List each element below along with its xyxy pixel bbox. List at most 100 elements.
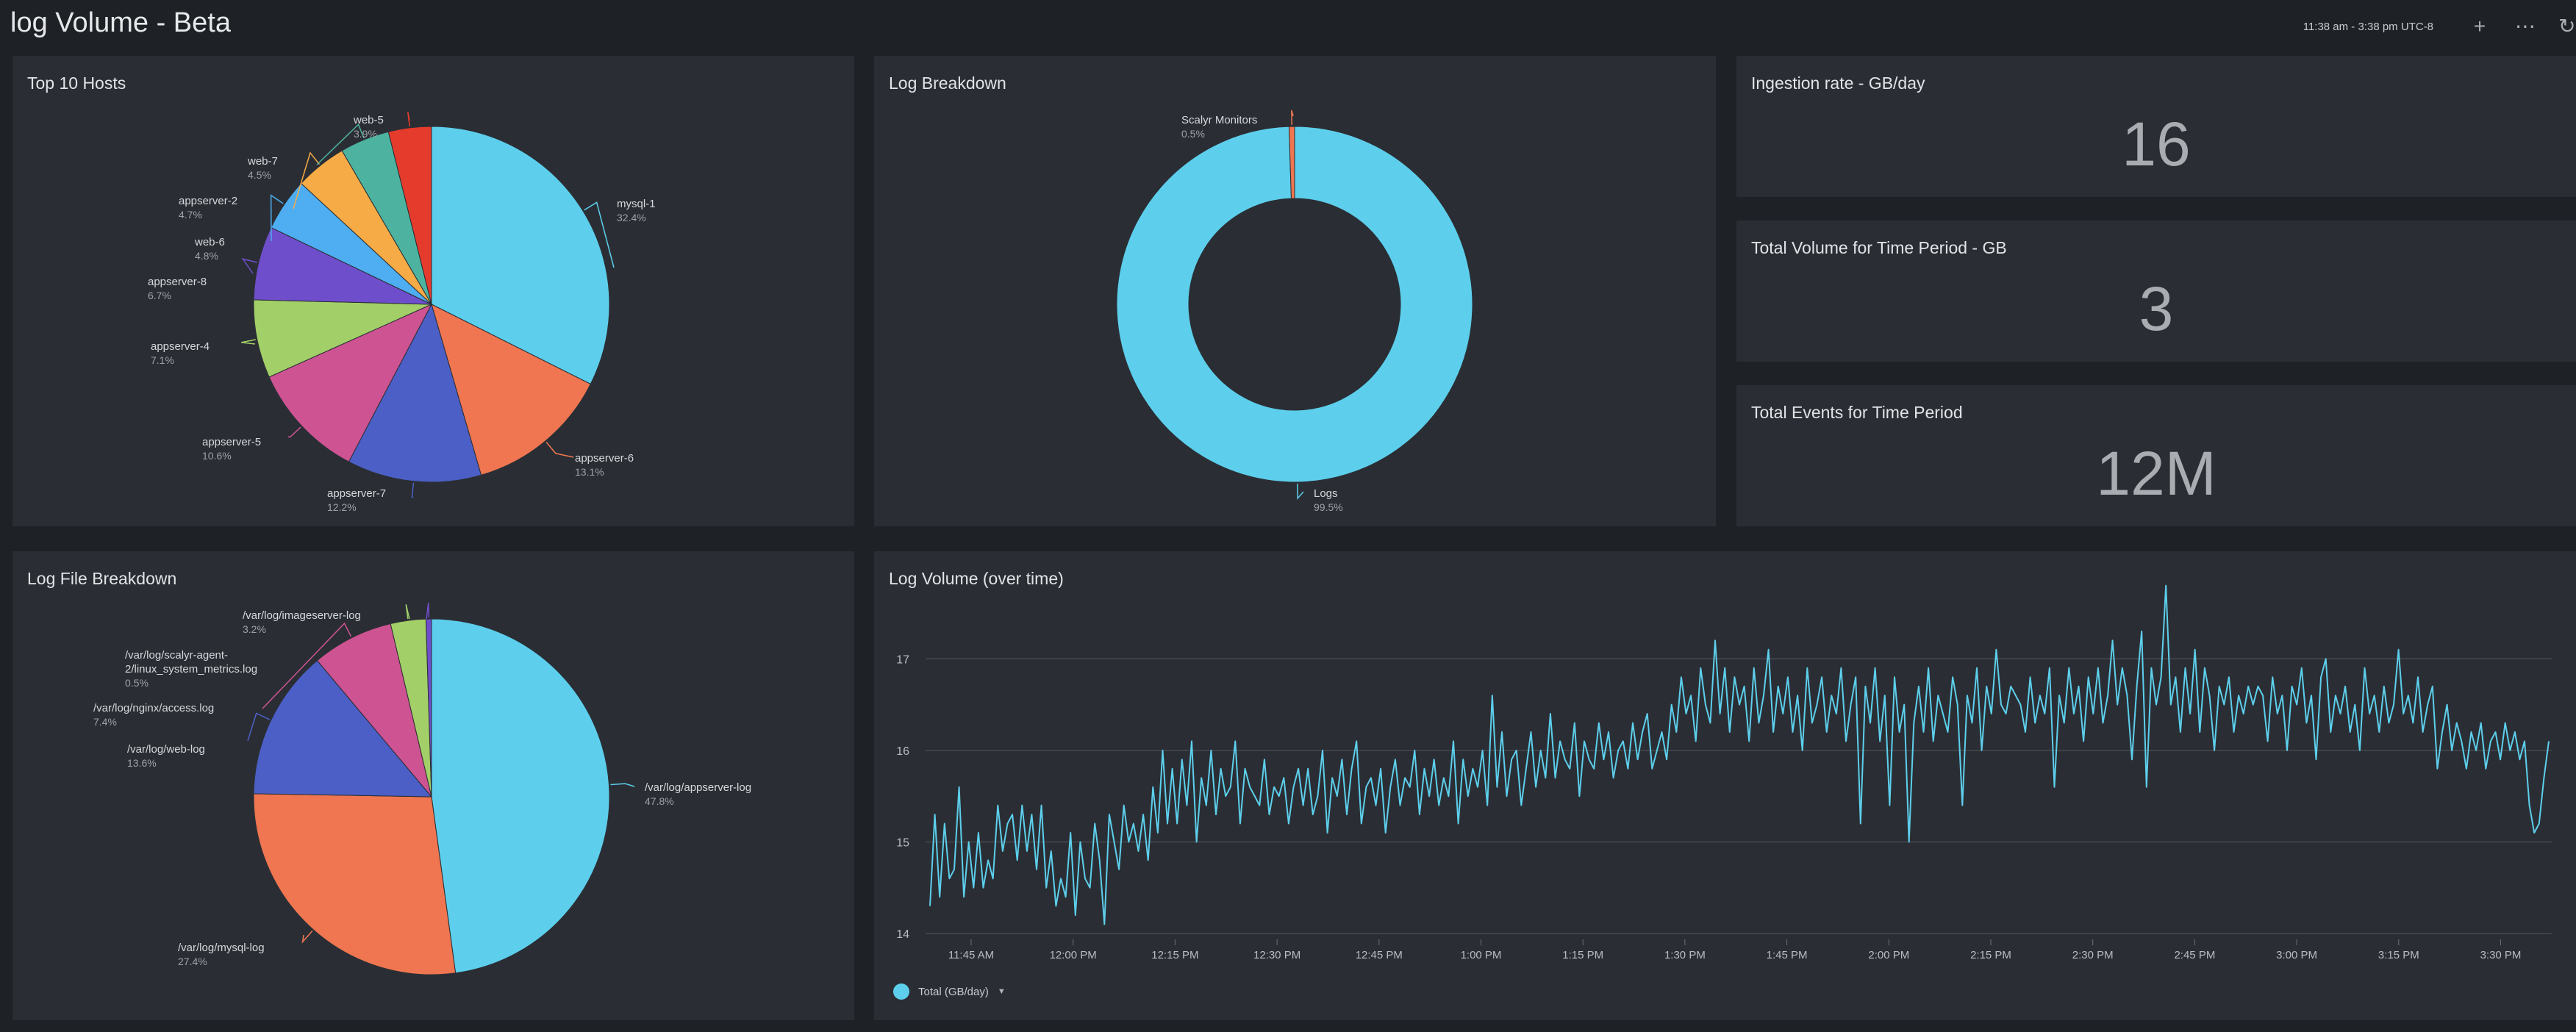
x-tick-label: 12:30 PM [1253,949,1300,961]
leader-line [1297,483,1304,500]
leader-line [293,151,321,209]
page-title: log Volume - Beta [10,7,231,38]
log-file-breakdown-panel: Log File Breakdown /var/log/appserver-lo… [12,551,854,1020]
slice-percent: 4.7% [179,209,202,221]
header-toolbar: 11:38 am - 3:38 pm UTC-8 + ⋯ ↻ [2303,10,2576,43]
pie-slice [1288,126,1295,199]
x-tick-label: 1:30 PM [1664,949,1706,961]
x-tick-label: 3:00 PM [2276,949,2317,961]
pie-slice [431,618,610,974]
slice-label: 2/linux_system_metrics.log [125,663,257,676]
pie-slice [387,126,432,305]
x-tick-label: 1:15 PM [1562,949,1603,961]
slice-percent: 4.8% [195,250,218,262]
y-tick-label: 14 [896,928,909,941]
slice-label: appserver-6 [575,452,634,465]
leader-line [241,339,256,345]
panel-title: Log Volume (over time) [889,569,1064,588]
leader-line [411,482,415,498]
total-events-value: 12M [2096,439,2217,508]
panel-title: Log File Breakdown [27,569,177,588]
slice-label: /var/log/scalyr-agent- [125,649,228,662]
slice-percent: 32.4% [617,212,646,223]
slice-percent: 7.4% [93,716,117,728]
legend-swatch [893,983,909,1000]
slice-label: web-7 [247,155,278,168]
leader-line [270,194,284,242]
slice-label: Scalyr Monitors [1181,114,1257,126]
slice-percent: 7.1% [151,354,174,366]
slice-percent: 0.5% [125,677,149,689]
pie-slice [425,618,432,798]
slice-label: appserver-8 [148,276,207,288]
leader-line [610,783,635,787]
slice-label: appserver-4 [151,340,210,353]
top-hosts-pie-chart[interactable]: mysql-132.4%appserver-613.1%appserver-71… [12,56,854,526]
plus-icon[interactable]: + [2473,15,2486,37]
ingestion-rate-panel: Ingestion rate - GB/day 16 [1736,56,2576,197]
x-tick-label: 2:00 PM [1868,949,1909,961]
slice-label: /var/log/appserver-log [645,781,751,794]
leader-line [584,201,615,268]
more-icon[interactable]: ⋯ [2515,15,2536,37]
y-tick-label: 17 [896,653,909,666]
slice-label: appserver-5 [202,436,261,448]
x-tick-label: 12:15 PM [1151,949,1198,961]
chart-legend[interactable]: Total (GB/day) ▼ [893,983,1006,1000]
y-tick-label: 16 [896,745,909,758]
slice-label: /var/log/web-log [127,743,205,756]
slice-percent: 47.8% [645,795,674,807]
leader-line [316,123,365,165]
pie-slice [253,793,457,975]
leader-line [545,442,574,458]
leader-line [287,426,301,438]
pie-slice [1116,126,1473,483]
time-range-selector[interactable]: 11:38 am - 3:38 pm UTC-8 [2303,20,2433,33]
top-hosts-panel: Top 10 Hosts mysql-1 32.4% appserver-6 13.1… [12,56,854,526]
log-breakdown-panel: Log Breakdown Logs 99.5% Scalyr Monitors 0.… [874,56,1716,526]
slice-percent: 99.5% [1314,501,1343,513]
leader-line [301,930,313,944]
x-tick-label: 3:15 PM [2378,949,2419,961]
slice-label: /var/log/imageserver-log [243,609,361,622]
slice-percent: 3.9% [354,128,377,140]
slice-label: web-5 [353,114,384,126]
x-tick-label: 12:00 PM [1050,949,1097,961]
leader-line [405,604,410,620]
x-tick-label: 12:45 PM [1356,949,1403,961]
leader-line [426,602,429,620]
slice-percent: 0.5% [1181,128,1205,140]
x-tick-label: 1:45 PM [1767,949,1808,961]
slice-label: Logs [1314,487,1338,500]
panel-title: Total Events for Time Period [1751,403,1963,422]
caret-down-icon: ▼ [997,987,1006,996]
ingestion-rate-value: 16 [2122,110,2191,179]
x-tick-label: 2:15 PM [1970,949,2011,961]
slice-percent: 13.1% [575,466,604,478]
slice-label: appserver-7 [327,487,386,500]
x-tick-label: 2:45 PM [2174,949,2215,961]
pie-slice [253,659,433,798]
y-tick-label: 15 [896,836,909,849]
log-volume-panel: Log Volume (over time) 14 15 16 17 11:45 AM 1… [874,551,2576,1020]
pie-slice [253,299,432,378]
slice-percent: 3.2% [243,623,266,635]
slice-label: /var/log/nginx/access.log [93,702,214,714]
total-events-panel: Total Events for Time Period 12M [1736,385,2576,526]
x-tick-label: 2:30 PM [2072,949,2114,961]
x-tick-label: 1:00 PM [1461,949,1502,961]
refresh-icon[interactable]: ↻ [2558,15,2576,37]
leader-line [247,712,271,742]
leader-line [1291,110,1294,126]
slice-label: /var/log/mysql-log [178,942,265,954]
panel-title: Total Volume for Time Period - GB [1751,238,2007,257]
x-tick-label: 11:45 AM [948,949,994,961]
pie-slice [348,303,482,483]
log-volume-line-chart[interactable]: 14 15 16 17 11:45 AM 12:00 PM 12:15 PM 12:30 PM… [874,551,2576,1020]
panel-title: Top 10 Hosts [27,74,126,93]
slice-percent: 4.5% [248,169,271,181]
total-volume-panel: Total Volume for Time Period - GB 3 [1736,221,2576,362]
pie-slice [268,303,433,462]
